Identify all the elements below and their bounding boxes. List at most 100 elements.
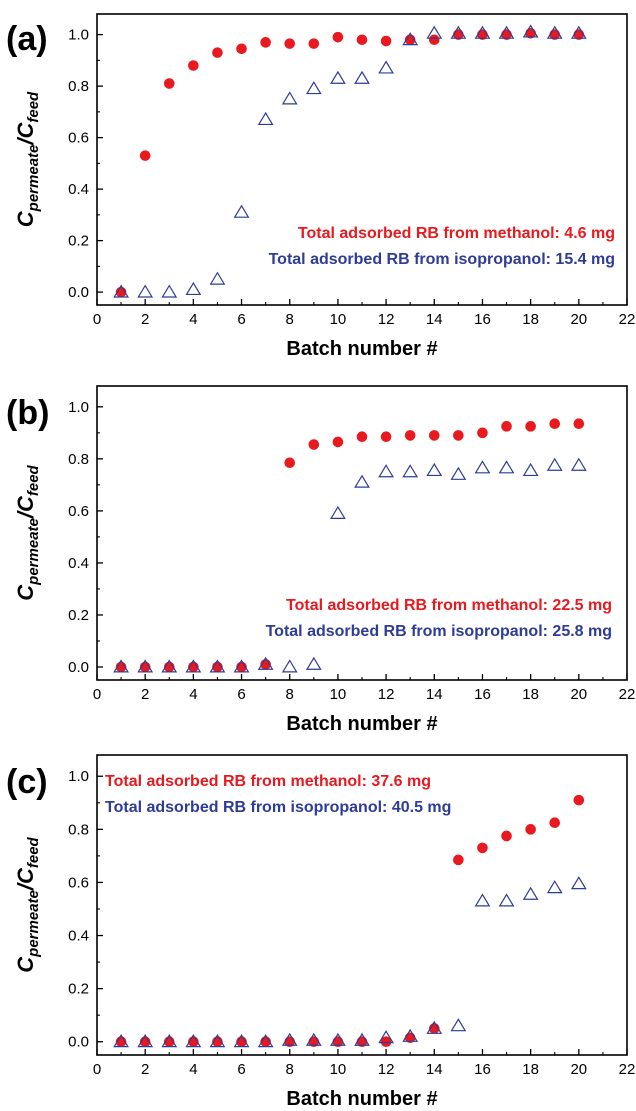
x-tick-label: 8 <box>286 311 294 328</box>
chart-panel-1: (b) 0 2 4 6 8 10 12 14 16 18 20 22 0.0 0.2 0.4 0.6 0.8 1.0… <box>6 385 636 735</box>
methanol-point <box>453 430 464 441</box>
y-tick-label: 0.2 <box>68 981 89 998</box>
isopropanol-point <box>450 1018 467 1032</box>
x-tick-label: 6 <box>237 1061 245 1078</box>
x-tick-label: 18 <box>522 686 539 703</box>
isopropanol-point <box>522 24 539 38</box>
isopropanol-point <box>354 474 370 488</box>
isopropanol-point <box>474 25 491 39</box>
annotation-text: Total adsorbed RB from isopropanol: 15.4… <box>269 251 615 268</box>
methanol-point <box>308 439 320 450</box>
isopropanol-point <box>402 32 419 46</box>
y-tick-label: 0.2 <box>68 233 89 250</box>
y-tick-label: 1.0 <box>68 768 89 785</box>
chart-panel-0: (a) 0 2 4 6 8 10 12 14 16 18 20 22 0.0 0.2 0.4 0.6 0.8 1.0… <box>6 13 635 360</box>
isopropanol-point <box>281 659 298 673</box>
y-tick-label: 0.8 <box>68 451 89 468</box>
y-axis-title-part: feed <box>25 464 42 496</box>
isopropanol-point <box>305 81 322 95</box>
x-tick-label: 6 <box>237 311 245 328</box>
methanol-point <box>573 794 585 806</box>
isopropanol-point <box>498 893 515 907</box>
y-axis-title-part: / <box>13 509 38 519</box>
y-tick-label: 0.4 <box>68 928 89 945</box>
isopropanol-point <box>570 457 587 471</box>
x-tick-label: 20 <box>570 311 587 328</box>
x-tick-label: 8 <box>286 1061 294 1078</box>
methanol-point <box>428 430 440 441</box>
y-tick-label: 0.0 <box>68 284 89 301</box>
x-tick-label: 4 <box>189 1061 197 1078</box>
methanol-point <box>188 60 199 71</box>
methanol-point <box>453 854 464 866</box>
isopropanol-point <box>474 460 491 474</box>
x-tick-label: 14 <box>426 1061 443 1078</box>
isopropanol-point <box>113 659 129 673</box>
isopropanol-point <box>570 876 587 890</box>
methanol-point <box>501 421 512 432</box>
methanol-point <box>549 418 561 430</box>
x-axis-title: Batch number # <box>286 338 437 360</box>
x-tick-label: 18 <box>522 1061 539 1078</box>
isopropanol-point <box>498 25 515 39</box>
y-tick-label: 0.8 <box>68 821 89 838</box>
x-tick-label: 12 <box>378 686 395 703</box>
x-tick-label: 4 <box>189 311 197 328</box>
isopropanol-point <box>378 1030 394 1044</box>
y-axis-title: Cpermeate/Cfeed <box>13 836 42 972</box>
isopropanol-point <box>233 659 250 673</box>
annotation-text: Total adsorbed RB from methanol: 22.5 mg <box>286 597 612 614</box>
y-axis-title-part: C <box>13 956 38 973</box>
methanol-point <box>139 150 151 161</box>
y-axis-title-part: C <box>13 122 38 139</box>
methanol-point <box>428 34 440 46</box>
x-tick-label: 16 <box>474 686 491 703</box>
methanol-point <box>284 38 296 49</box>
annotation-text: Total adsorbed RB from methanol: 4.6 mg <box>298 225 615 242</box>
y-tick-label: 0.6 <box>68 130 89 147</box>
isopropanol-point <box>185 659 202 673</box>
isopropanol-point <box>522 886 539 900</box>
methanol-point <box>404 430 416 441</box>
y-tick-label: 0.6 <box>68 874 89 891</box>
x-axis-title: Batch number # <box>286 1088 437 1110</box>
methanol-point <box>477 427 488 439</box>
isopropanol-point <box>330 505 346 519</box>
methanol-point <box>525 421 536 432</box>
x-tick-label: 14 <box>426 311 443 328</box>
x-tick-label: 16 <box>474 311 491 328</box>
isopropanol-point <box>330 70 346 84</box>
isopropanol-point <box>305 656 322 670</box>
y-axis-title: Cpermeate/Cfeed <box>13 91 42 227</box>
isopropanol-point <box>281 1032 298 1046</box>
isopropanol-point <box>474 893 491 907</box>
isopropanol-point <box>137 1034 154 1048</box>
y-axis-title-part: C <box>13 867 38 884</box>
isopropanol-point <box>426 1020 443 1034</box>
chart-panel-2: (c) 0 2 4 6 8 10 12 14 16 18 20 22 0.0 0.2 0.4 0.6 0.8 1.0… <box>6 754 635 1110</box>
panel-letter: (c) <box>6 763 48 801</box>
methanol-point <box>356 34 368 46</box>
annotation-text: Total adsorbed RB from isopropanol: 40.5… <box>105 799 451 816</box>
x-tick-label: 2 <box>141 1061 149 1078</box>
x-tick-label: 0 <box>93 311 101 328</box>
x-axis-title: Batch number # <box>286 713 437 735</box>
methanol-point <box>501 830 512 842</box>
isopropanol-point <box>546 457 563 471</box>
isopropanol-point <box>570 25 587 39</box>
x-tick-label: 10 <box>330 686 347 703</box>
y-tick-label: 0.4 <box>68 181 89 198</box>
x-tick-label: 20 <box>570 1061 587 1078</box>
y-axis-title-part: / <box>13 881 38 891</box>
isopropanol-point <box>354 1032 370 1046</box>
isopropanol-point <box>402 1028 419 1042</box>
isopropanol-point <box>185 1034 202 1048</box>
isopropanol-point <box>161 1034 178 1048</box>
isopropanol-point <box>185 281 202 296</box>
isopropanol-point <box>378 60 394 74</box>
x-tick-label: 16 <box>474 1061 491 1078</box>
y-axis-title-part: feed <box>25 836 42 868</box>
x-tick-label: 22 <box>619 686 636 703</box>
y-axis-title-part: permeate <box>25 518 42 586</box>
